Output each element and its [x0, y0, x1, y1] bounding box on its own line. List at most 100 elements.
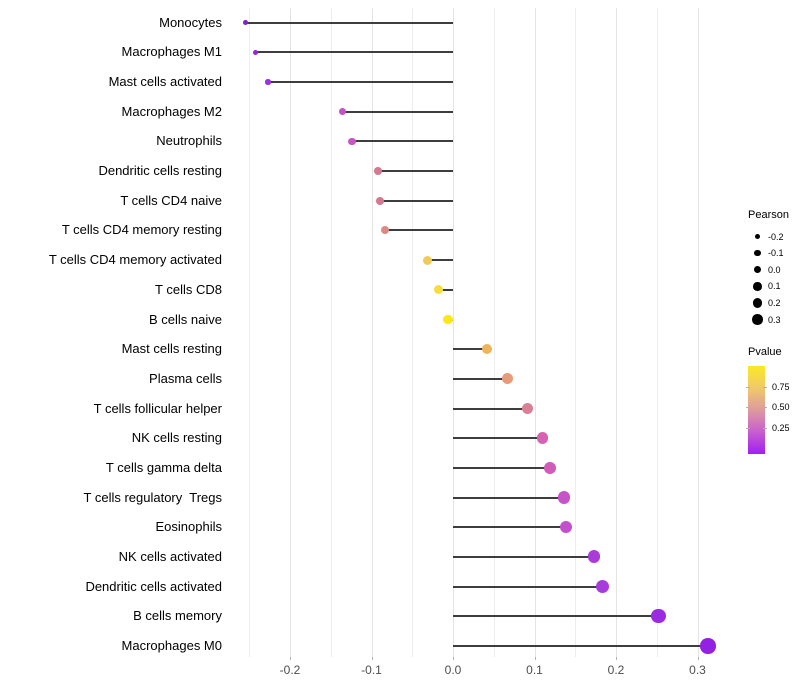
pearson-legend-key-dot	[752, 314, 763, 325]
lollipop-stem	[438, 288, 453, 291]
y-axis-label: Macrophages M0	[121, 637, 222, 653]
pearson-legend-key-label: 0.1	[768, 281, 781, 292]
x-tick-label: 0.1	[526, 663, 543, 677]
data-point	[423, 255, 433, 265]
data-point	[348, 137, 356, 146]
data-point	[338, 108, 346, 116]
data-point	[253, 49, 259, 55]
data-point	[521, 402, 533, 415]
lollipop-stem	[245, 21, 453, 24]
data-point	[502, 373, 514, 385]
y-axis-label: Mast cells activated	[108, 74, 222, 90]
pearson-legend-key-label: -0.2	[768, 231, 784, 242]
lollipop-stem	[453, 407, 528, 410]
pvalue-colorbar-tick	[763, 386, 767, 388]
gridline-major	[290, 8, 291, 657]
lollipop-stem	[255, 51, 453, 54]
y-axis-label: Mast cells resting	[121, 341, 222, 357]
pvalue-colorbar-label: 0.50	[772, 402, 790, 413]
lollipop-stem	[378, 170, 453, 173]
pearson-legend-title: Pearson	[748, 209, 789, 221]
lollipop-stem	[453, 555, 594, 558]
data-point	[560, 521, 573, 534]
plot-panel	[237, 8, 718, 657]
gridline-minor	[656, 8, 658, 657]
x-tick-label: 0.2	[607, 663, 625, 677]
x-tick-mark	[616, 657, 617, 660]
data-point	[443, 314, 453, 325]
gridline-minor	[575, 8, 577, 657]
data-point	[536, 432, 549, 445]
pvalue-colorbar-tick	[763, 428, 767, 430]
y-axis-label: T cells regulatory Tregs	[83, 489, 222, 505]
x-tick-mark	[697, 657, 699, 660]
lollipop-stem	[453, 377, 508, 380]
y-axis-label: T cells follicular helper	[93, 400, 222, 416]
data-point	[242, 20, 248, 26]
y-axis-label: Macrophages M2	[121, 103, 222, 119]
data-point	[544, 461, 556, 474]
lollipop-stem	[453, 615, 659, 618]
y-axis-label: Neutrophils	[156, 133, 222, 149]
y-axis-label: B cells naive	[149, 311, 222, 327]
y-axis-label: Dendritic cells resting	[98, 163, 222, 179]
lollipop-stem	[427, 259, 453, 262]
gridline-major	[616, 8, 617, 657]
pvalue-colorbar-label: 0.25	[772, 423, 790, 434]
pvalue-colorbar	[748, 366, 765, 454]
pvalue-colorbar-tick	[746, 407, 750, 409]
x-tick-mark	[371, 657, 373, 660]
lollipop-stem	[379, 199, 453, 202]
gridline-major	[534, 8, 536, 657]
lollipop-stem	[453, 466, 550, 469]
data-point	[557, 491, 570, 504]
pearson-legend-key-dot	[753, 282, 762, 291]
y-axis-label: T cells CD4 naive	[120, 192, 222, 208]
y-axis-label: NK cells activated	[118, 548, 222, 564]
lollipop-stem	[453, 437, 543, 440]
gridline-minor	[249, 8, 251, 657]
x-tick-mark	[290, 657, 291, 660]
y-axis-label: Monocytes	[159, 14, 222, 30]
pearson-legend-key-label: 0.3	[768, 314, 781, 325]
data-point	[595, 580, 609, 594]
x-tick-mark	[453, 657, 454, 660]
gridline-major	[697, 8, 699, 657]
lollipop-stem	[267, 81, 453, 84]
data-point	[433, 285, 443, 295]
pearson-legend-key-dot	[755, 234, 760, 239]
lollipop-stem	[385, 229, 453, 232]
x-tick-label: -0.1	[361, 663, 382, 677]
x-tick-label: 0.3	[689, 663, 706, 677]
data-point	[381, 226, 390, 235]
pearson-legend-key-dot	[753, 265, 762, 274]
pvalue-colorbar-tick	[763, 407, 767, 409]
y-axis-label: T cells CD8	[155, 281, 222, 297]
gridline-minor	[412, 8, 414, 657]
data-point	[375, 196, 384, 205]
pearson-legend-key-dot	[752, 298, 763, 308]
data-point	[651, 609, 666, 624]
data-point	[587, 550, 601, 564]
lollipop-stem	[453, 644, 709, 647]
lollipop-stem	[453, 526, 567, 529]
data-point	[265, 79, 271, 85]
lollipop-stem	[351, 140, 453, 143]
x-tick-label: 0.0	[444, 663, 462, 677]
x-tick-mark	[534, 657, 536, 660]
y-axis-label: NK cells resting	[131, 430, 222, 446]
y-axis-label: T cells CD4 memory activated	[48, 252, 222, 268]
y-axis-label: Dendritic cells activated	[85, 578, 222, 594]
y-axis-label: B cells memory	[133, 608, 222, 624]
pearson-legend-key-label: 0.0	[768, 264, 781, 275]
pvalue-colorbar-tick	[746, 428, 750, 430]
pearson-legend-key-label: -0.1	[768, 248, 784, 259]
x-tick-label: -0.2	[279, 663, 301, 677]
y-axis-label: Plasma cells	[149, 370, 222, 386]
pvalue-colorbar-label: 0.75	[772, 381, 790, 392]
gridline-minor	[330, 8, 332, 657]
pvalue-colorbar-tick	[746, 386, 750, 388]
y-axis-label: Eosinophils	[155, 519, 223, 535]
gridline-major	[453, 8, 454, 657]
